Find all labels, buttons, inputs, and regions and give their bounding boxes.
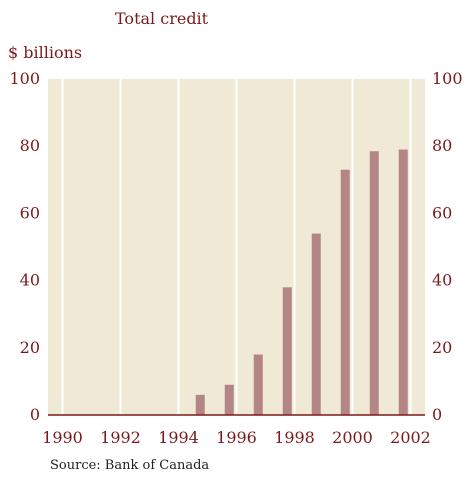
y-tick-right-0: 0 [432,405,442,424]
y-tick-left-0: 0 [30,405,40,424]
y-tick-left-80: 80 [20,136,40,155]
y-tick-right-20: 20 [432,338,452,357]
y-axis-label: $ billions [8,43,82,62]
x-tick-1992: 1992 [100,428,141,447]
bar-7 [398,149,408,415]
bar-1 [224,384,234,415]
bar-6 [369,151,379,416]
bar-5 [340,169,350,415]
bar-2 [253,354,263,415]
y-tick-left-20: 20 [20,338,40,357]
y-tick-left-60: 60 [20,203,40,222]
y-axis-left-ticks: 0 20 40 60 80 100 [9,69,40,424]
x-tick-1998: 1998 [274,428,315,447]
x-tick-2000: 2000 [332,428,373,447]
y-tick-right-100: 100 [432,69,463,88]
x-tick-1994: 1994 [158,428,199,447]
bar-3 [282,287,292,415]
bars [195,149,408,416]
gridlines [61,79,412,415]
y-tick-right-80: 80 [432,136,452,155]
source-note: Source: Bank of Canada [50,458,209,473]
x-tick-1990: 1990 [42,428,83,447]
bar-0 [195,394,205,415]
y-tick-right-40: 40 [432,271,452,290]
bar-4 [311,233,321,415]
y-tick-left-100: 100 [9,69,40,88]
y-axis-right-ticks: 0 20 40 60 80 100 [432,69,463,424]
x-axis-ticks: 1990 1992 1994 1996 1998 2000 2002 [42,428,431,447]
chart-title: Total credit [115,9,209,28]
y-tick-left-40: 40 [20,271,40,290]
x-tick-2002: 2002 [390,428,431,447]
y-tick-right-60: 60 [432,203,452,222]
x-tick-1996: 1996 [216,428,257,447]
